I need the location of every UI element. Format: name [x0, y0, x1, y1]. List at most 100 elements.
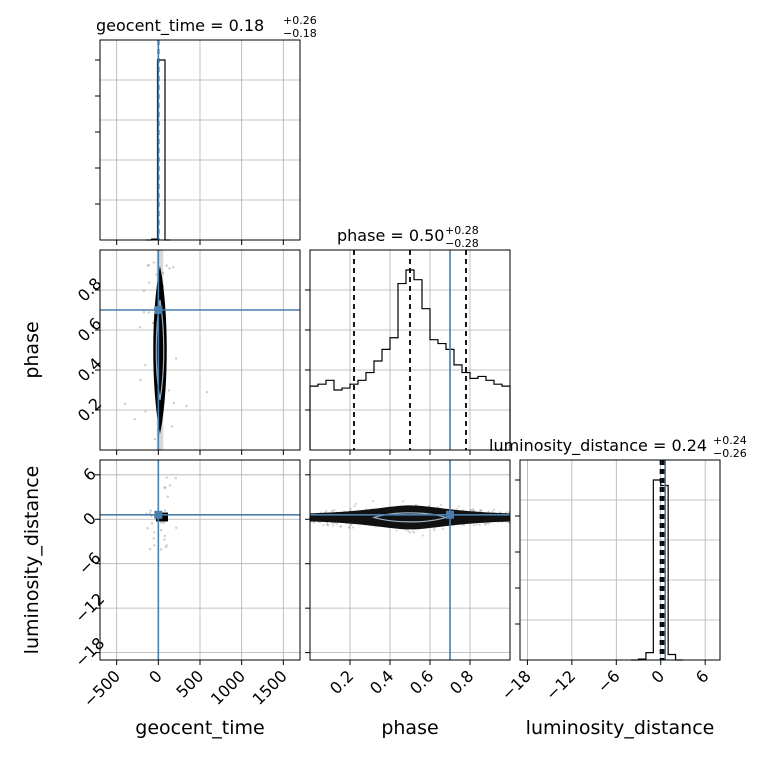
scatter-point — [147, 311, 150, 314]
y-tick-label: 0.8 — [74, 274, 105, 305]
contour-line — [155, 299, 165, 401]
title-geocent-time-plus: +0.26 — [283, 14, 317, 27]
scatter-point — [487, 510, 490, 513]
title-phase-minus: −0.28 — [445, 237, 479, 250]
scatter-point — [348, 526, 351, 529]
scatter-point — [142, 289, 146, 293]
scatter-point — [162, 521, 165, 524]
panel-phase-hist — [305, 249, 511, 455]
x-tick-label: 500 — [172, 666, 207, 701]
panel-frame — [99, 249, 301, 451]
panel-frame — [519, 459, 721, 661]
scatter-point — [205, 390, 209, 394]
scatter-point — [148, 281, 151, 284]
scatter-point — [413, 531, 416, 534]
scatter-point — [339, 525, 342, 528]
scatter-point — [326, 524, 330, 527]
scatter-point — [149, 509, 152, 512]
scatter-point — [432, 527, 435, 530]
scatter-point — [411, 530, 414, 533]
scatter-point — [168, 267, 171, 270]
scatter-point — [153, 438, 157, 441]
panel-frame — [99, 459, 301, 661]
x-tick-label: 0.4 — [366, 666, 397, 697]
scatter-point — [166, 495, 169, 498]
scatter-point — [333, 522, 336, 525]
title-geocent-time: geocent_time = 0.18 — [96, 16, 264, 36]
y-tick-label: 0.4 — [74, 354, 105, 385]
scatter-point — [462, 523, 465, 527]
scatter-point — [333, 509, 336, 512]
scatter-point — [159, 529, 163, 532]
y-tick-label: −12 — [71, 589, 108, 626]
scatter-point — [138, 325, 142, 329]
scatter-point — [469, 508, 473, 512]
truth-marker — [154, 306, 163, 314]
hist-luminosity-distance — [631, 479, 683, 661]
scatter-point — [168, 484, 172, 487]
scatter-point — [471, 507, 475, 511]
y-tick-label: 0.6 — [74, 314, 105, 345]
scatter-point — [163, 509, 167, 512]
scatter-point — [339, 525, 343, 528]
xlabel-geocent-time: geocent_time — [135, 717, 264, 739]
scatter-point — [331, 509, 334, 512]
scatter-point — [139, 378, 142, 382]
scatter-point — [421, 534, 425, 537]
scatter-point — [163, 534, 166, 538]
scatter-point — [170, 425, 174, 428]
scatter-point — [322, 523, 325, 527]
scatter-point — [484, 523, 487, 526]
scatter-point — [142, 311, 146, 314]
scatter-point — [185, 404, 188, 408]
scatter-point — [152, 537, 155, 540]
x-tick-label: 0.6 — [406, 666, 437, 697]
scatter-point — [483, 523, 486, 526]
panel-luminosity-distance-vs-phase: 0.2 0.4 0.6 0.8 — [305, 459, 511, 698]
contour-filled — [153, 266, 167, 434]
x-tick-label: −12 — [542, 666, 579, 703]
scatter-point — [428, 504, 431, 508]
scatter-point — [485, 522, 489, 525]
panel-frame — [309, 459, 511, 661]
scatter-point — [165, 264, 168, 267]
scatter-point — [408, 531, 411, 534]
panel-geocent-time-hist — [95, 39, 301, 245]
scatter-point — [441, 527, 445, 530]
scatter-point — [148, 512, 152, 515]
scatter-point — [163, 486, 166, 489]
scatter-point — [163, 538, 166, 541]
scatter-point — [159, 548, 163, 551]
scatter-point — [475, 523, 478, 526]
scatter-point — [354, 502, 358, 505]
x-tick-label: 6 — [692, 666, 713, 687]
scatter-point — [414, 503, 418, 506]
truth-marker — [446, 510, 454, 519]
scatter-point — [149, 548, 152, 551]
ylabel-luminosity-distance: luminosity_distance — [21, 466, 43, 655]
scatter-point — [487, 522, 490, 525]
scatter-point — [123, 402, 127, 405]
scatter-point — [440, 503, 443, 506]
scatter-point — [402, 500, 405, 503]
xlabel-luminosity-distance: luminosity_distance — [526, 717, 715, 739]
scatter-point — [348, 526, 351, 530]
title-phase-plus: +0.28 — [445, 224, 479, 237]
scatter-point — [353, 505, 356, 508]
scatter-point — [499, 511, 502, 514]
ylabel-phase: phase — [21, 321, 43, 378]
scatter-point — [172, 266, 175, 269]
scatter-point — [174, 357, 178, 360]
scatter-point — [472, 524, 476, 527]
scatter-point — [165, 544, 168, 547]
y-tick-label: 0.2 — [74, 394, 105, 425]
scatter-point — [152, 261, 156, 264]
y-tick-label: −18 — [71, 634, 108, 671]
scatter-point — [150, 522, 154, 525]
scatter-point — [493, 508, 496, 511]
scatter-point — [167, 389, 171, 392]
panel-luminosity-distance-vs-geocent-time: −500 0 500 1000 1500−18−12−606 — [71, 459, 301, 711]
scatter-point — [433, 529, 436, 532]
scatter-point — [478, 523, 481, 527]
scatter-point — [505, 511, 508, 514]
